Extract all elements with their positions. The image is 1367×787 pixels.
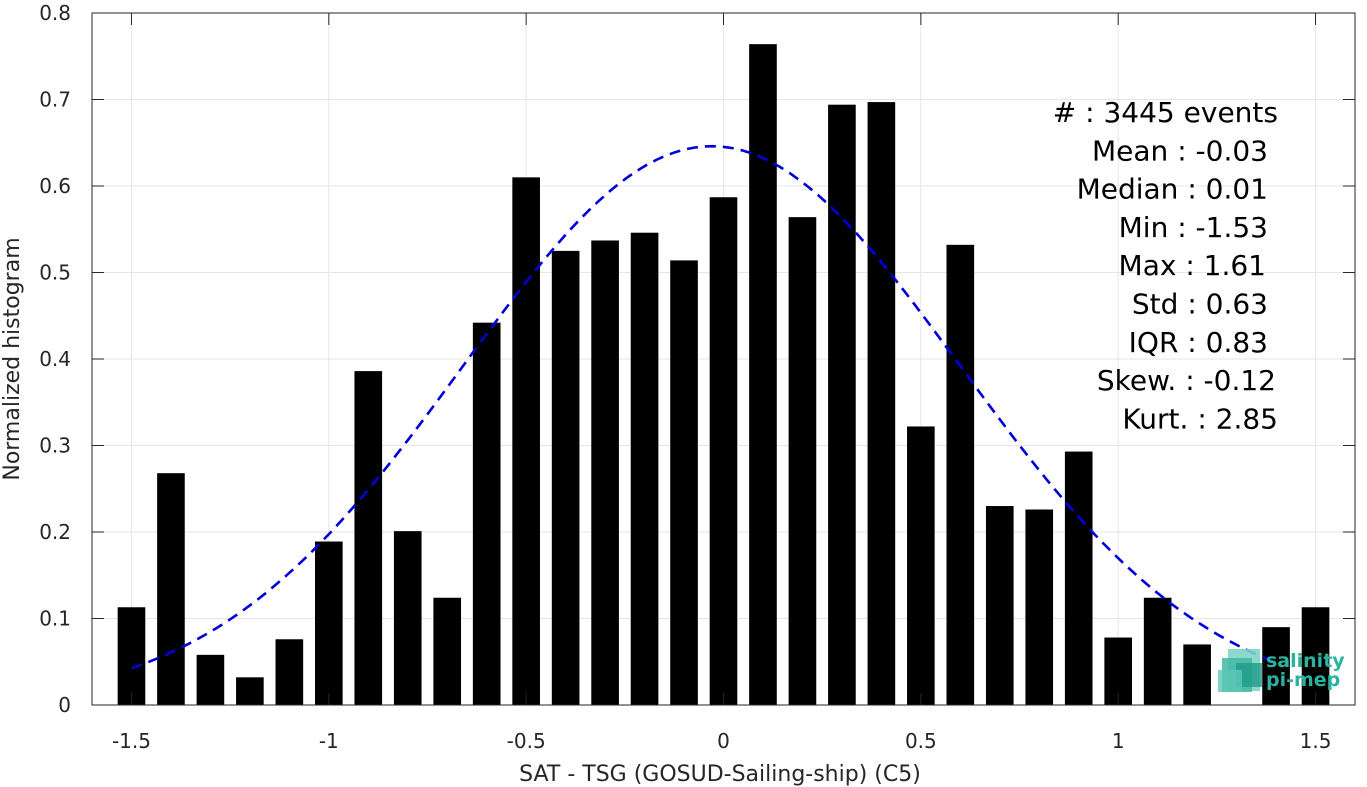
statistics-annotation: # : 3445 events Mean : -0.03 Median : 0.01… (1053, 96, 1278, 435)
logo-line1: salinity (1266, 650, 1345, 672)
y-tick-label: 0.8 (39, 1, 71, 25)
histogram-bar (117, 607, 146, 705)
histogram-bar (1183, 644, 1211, 705)
histogram-bar (236, 677, 264, 705)
x-tick-label: -1.5 (112, 729, 151, 753)
histogram-bar (472, 322, 501, 705)
y-tick-label: 0.3 (39, 434, 71, 458)
histogram-bars (117, 44, 1330, 706)
x-axis-label: SAT - TSG (GOSUD-Sailing-ship) (C5) (519, 762, 921, 787)
histogram-bar (867, 102, 896, 706)
histogram-bar (1064, 451, 1093, 705)
histogram-bar (946, 244, 975, 705)
y-tick-labels: 0 0.1 0.2 0.3 0.4 0.5 0.6 0.7 0.8 (39, 1, 71, 717)
x-tick-label: 0.5 (905, 729, 937, 753)
logo-mark (1218, 649, 1262, 692)
histogram-bar (433, 597, 462, 705)
y-tick-label: 0.5 (39, 261, 71, 285)
histogram-bar (275, 639, 304, 705)
histogram-bar (1262, 627, 1290, 705)
y-tick-label: 0.2 (39, 520, 71, 544)
histogram-bar (828, 104, 856, 705)
y-tick-label: 0.4 (39, 347, 71, 371)
histogram-bar (512, 177, 540, 706)
gaussian-fit-curve (131, 144, 1277, 670)
histogram-bar (907, 426, 935, 705)
histogram-bar (1301, 607, 1330, 705)
histogram-bar (1025, 509, 1054, 705)
y-tick-label: 0.7 (39, 88, 71, 112)
stat-line: # : 3445 events (1053, 96, 1278, 129)
histogram-bar (591, 240, 619, 705)
histogram-bar (196, 654, 225, 705)
stat-line: Mean : -0.03 (1092, 134, 1268, 167)
histogram-bar (788, 217, 817, 705)
y-tick-label: 0.1 (39, 607, 71, 631)
histogram-bar (393, 531, 422, 705)
y-axis-label: Normalized histogram (0, 237, 25, 480)
logo-line2: pi-mep (1266, 669, 1340, 691)
histogram-bar (157, 473, 185, 705)
y-tick-label: 0.6 (39, 174, 71, 198)
histogram-bar (749, 44, 777, 705)
histogram-bar (630, 232, 659, 705)
histogram-bar (709, 197, 738, 705)
axis-ticks (92, 12, 1355, 706)
stat-line: Skew. : -0.12 (1097, 364, 1276, 397)
x-tick-label: 1 (1112, 729, 1125, 753)
stat-line: Kurt. : 2.85 (1122, 402, 1278, 435)
stat-line: Max : 1.61 (1119, 249, 1266, 282)
x-tick-labels: -1.5 -1 -0.5 0 0.5 1 1.5 (112, 729, 1331, 753)
histogram-bar (1143, 597, 1172, 705)
x-tick-label: 0 (717, 729, 730, 753)
stat-line: Std : 0.63 (1132, 288, 1268, 321)
histogram-bar (314, 541, 343, 705)
stat-line: Min : -1.53 (1119, 211, 1268, 244)
histogram-bar (985, 506, 1014, 705)
histogram-bar (551, 250, 580, 705)
salinity-pimep-logo: salinity pi-mep (1218, 649, 1345, 692)
histogram-bar (670, 260, 698, 705)
y-tick-label: 0 (58, 693, 71, 717)
histogram-bar (354, 371, 383, 705)
x-tick-label: -0.5 (507, 729, 546, 753)
x-tick-label: -1 (319, 729, 339, 753)
stat-line: IQR : 0.83 (1129, 326, 1268, 359)
x-tick-label: 1.5 (1300, 729, 1332, 753)
stat-line: Median : 0.01 (1077, 173, 1268, 206)
